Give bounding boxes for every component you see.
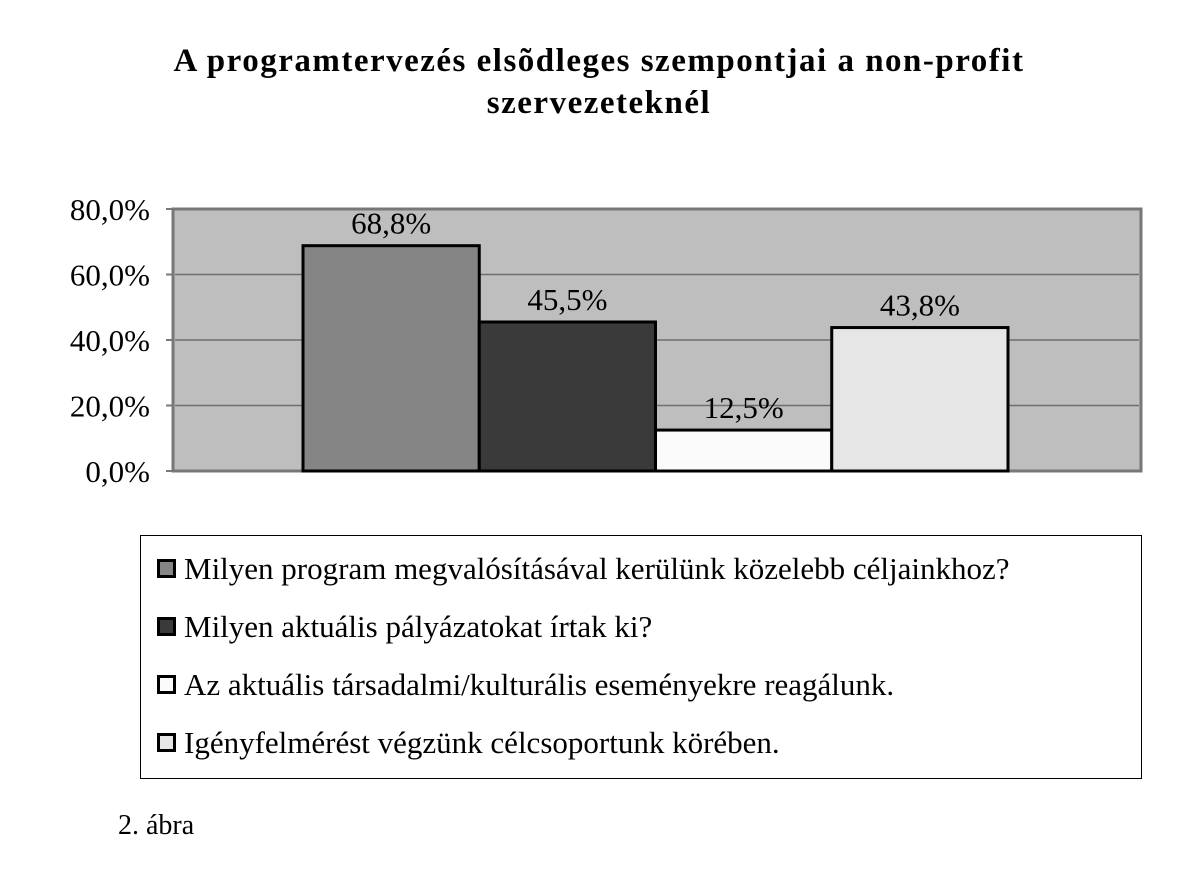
legend-label-4: Igényfelmérést végzünk célcsoportunk kör… (184, 725, 780, 760)
legend-item-1: Milyen program megvalósításával kerülünk… (157, 551, 1010, 587)
legend-label-2: Milyen aktuális pályázatokat írtak ki? (184, 609, 653, 644)
bar-chart: 80,0% 60,0% 40,0% 20,0% 0,0% 68,8% 45,5% 12,5%… (70, 192, 1143, 489)
bars (301, 244, 1010, 473)
legend: Milyen program megvalósításával kerülünk… (140, 535, 1142, 779)
chart-title-line-1: A programtervezés elsõdleges szempontjai… (173, 43, 1025, 79)
y-tick-label: 80,0% (70, 192, 150, 227)
data-labels: 68,8% 45,5% 12,5% 43,8% (351, 206, 960, 425)
data-label-2: 45,5% (527, 282, 607, 317)
chart-title: A programtervezés elsõdleges szempontjai… (0, 40, 1198, 124)
chart-title-line-2: szervezeteknél (486, 85, 712, 121)
y-tick-label: 40,0% (70, 323, 150, 358)
legend-swatch-1 (157, 559, 176, 579)
y-tick-label: 20,0% (70, 389, 150, 424)
bar-3 (654, 428, 834, 473)
y-axis: 80,0% 60,0% 40,0% 20,0% 0,0% (70, 192, 173, 489)
legend-item-3: Az aktuális társadalmi/kulturális esemén… (157, 667, 894, 703)
bar-2 (477, 320, 657, 473)
y-tick-label: 60,0% (70, 258, 150, 293)
legend-label-1: Milyen program megvalósításával kerülünk… (184, 551, 1010, 586)
bar-1 (301, 244, 481, 473)
legend-label-3: Az aktuális társadalmi/kulturális esemén… (184, 667, 895, 702)
bar-4 (830, 326, 1010, 473)
legend-swatch-4 (157, 733, 176, 753)
legend-swatch-3 (157, 675, 176, 695)
legend-swatch-2 (157, 617, 176, 637)
y-tick-label: 0,0% (85, 454, 150, 489)
legend-item-4: Igényfelmérést végzünk célcsoportunk kör… (157, 725, 780, 761)
data-label-4: 43,8% (880, 288, 960, 323)
legend-item-2: Milyen aktuális pályázatokat írtak ki? (157, 609, 652, 645)
figure-caption: 2. ábra (118, 810, 195, 841)
data-label-3: 12,5% (704, 390, 784, 425)
data-label-1: 68,8% (351, 206, 431, 241)
